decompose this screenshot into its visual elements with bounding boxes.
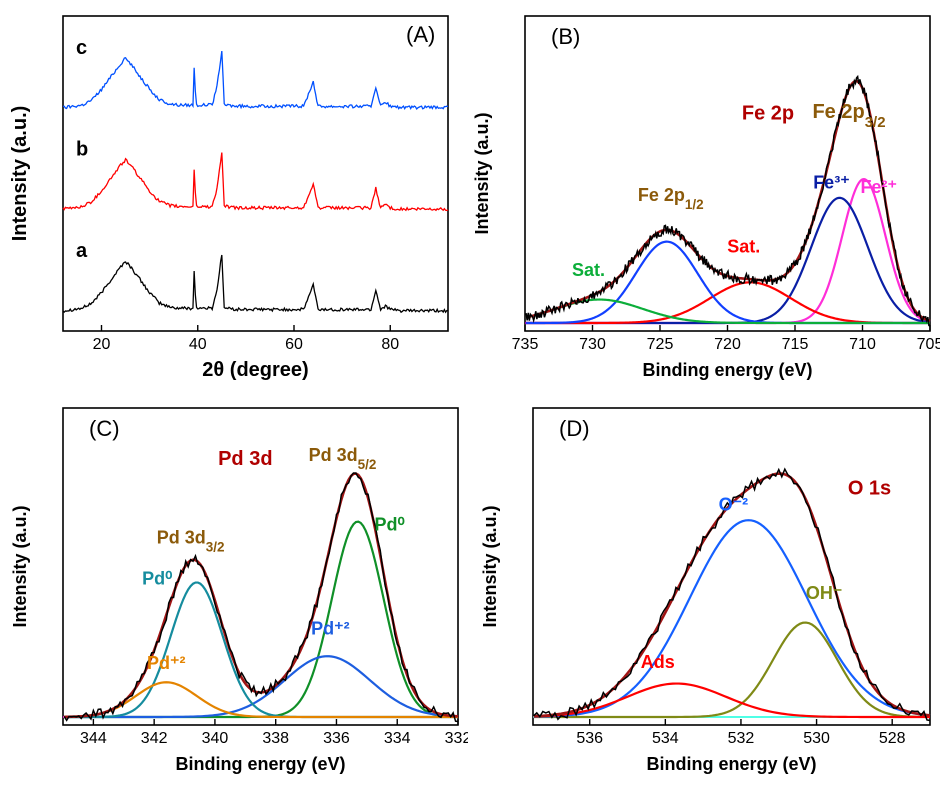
- svg-text:338: 338: [262, 730, 289, 747]
- svg-text:705: 705: [917, 336, 940, 353]
- svg-text:735: 735: [512, 336, 539, 353]
- svg-text:(B): (B): [551, 24, 580, 49]
- svg-text:20: 20: [93, 336, 111, 353]
- svg-text:Intensity (a.u.): Intensity (a.u.): [9, 106, 31, 242]
- svg-text:710: 710: [849, 336, 876, 353]
- svg-text:Ads: Ads: [641, 652, 675, 672]
- svg-text:Pd⁺²: Pd⁺²: [147, 653, 186, 673]
- svg-text:536: 536: [576, 730, 603, 747]
- figure-root: 20 40 60 80 2θ (degree) Intensity (a.u.) a b c (A…: [0, 0, 944, 785]
- svg-text:Pd⁺²: Pd⁺²: [311, 618, 350, 638]
- svg-text:(D): (D): [559, 416, 590, 441]
- svg-text:2θ (degree): 2θ (degree): [202, 359, 308, 381]
- svg-text:Fe 2p3/2: Fe 2p3/2: [812, 101, 885, 131]
- svg-text:Intensity (a.u.): Intensity (a.u.): [472, 112, 492, 234]
- svg-text:a: a: [76, 240, 88, 262]
- svg-text:OH⁻: OH⁻: [806, 583, 843, 603]
- svg-text:Fe³⁺: Fe³⁺: [813, 172, 850, 192]
- svg-text:Binding energy (eV): Binding energy (eV): [646, 754, 816, 774]
- svg-text:Binding energy (eV): Binding energy (eV): [175, 754, 345, 774]
- svg-text:60: 60: [285, 336, 303, 353]
- svg-text:Sat.: Sat.: [572, 260, 605, 280]
- svg-text:Intensity (a.u.): Intensity (a.u.): [10, 505, 30, 627]
- svg-text:(A): (A): [406, 22, 435, 47]
- svg-text:Binding energy (eV): Binding energy (eV): [642, 360, 812, 380]
- svg-text:334: 334: [384, 730, 411, 747]
- svg-text:Fe 2p: Fe 2p: [742, 103, 794, 125]
- svg-text:725: 725: [647, 336, 674, 353]
- svg-text:Fe²⁺: Fe²⁺: [860, 177, 897, 197]
- svg-text:332: 332: [445, 730, 468, 747]
- svg-text:c: c: [76, 37, 87, 59]
- svg-text:O 1s: O 1s: [848, 478, 891, 500]
- svg-text:530: 530: [803, 730, 830, 747]
- panel-a: 20 40 60 80 2θ (degree) Intensity (a.u.) a b c (A…: [8, 6, 458, 386]
- svg-text:730: 730: [579, 336, 606, 353]
- svg-text:Pd 3d: Pd 3d: [218, 448, 272, 470]
- svg-text:344: 344: [80, 730, 107, 747]
- svg-text:Fe 2p1/2: Fe 2p1/2: [638, 185, 704, 212]
- svg-text:Intensity (a.u.): Intensity (a.u.): [480, 505, 500, 627]
- svg-text:Pd⁰: Pd⁰: [375, 514, 405, 534]
- svg-text:Pd 3d5/2: Pd 3d5/2: [309, 445, 377, 471]
- svg-text:b: b: [76, 138, 88, 160]
- svg-text:40: 40: [189, 336, 207, 353]
- svg-text:342: 342: [141, 730, 168, 747]
- svg-text:Sat.: Sat.: [727, 237, 760, 257]
- panel-b: 735 730 725 720 715 710 705 Binding energy (eV)…: [470, 6, 940, 386]
- svg-text:336: 336: [323, 730, 350, 747]
- panel-c: 344 342 340 338 336 334 332 Binding energy (eV)…: [8, 398, 468, 780]
- svg-text:715: 715: [782, 336, 809, 353]
- svg-text:532: 532: [728, 730, 755, 747]
- svg-text:720: 720: [714, 336, 741, 353]
- svg-text:528: 528: [879, 730, 906, 747]
- panel-d: 536 534 532 530 528 Binding energy (eV) Intens…: [478, 398, 940, 780]
- svg-text:O⁻²: O⁻²: [719, 494, 749, 514]
- svg-text:340: 340: [202, 730, 229, 747]
- svg-text:Pd⁰: Pd⁰: [142, 569, 172, 589]
- svg-text:(C): (C): [89, 416, 120, 441]
- svg-text:534: 534: [652, 730, 679, 747]
- svg-text:80: 80: [381, 336, 399, 353]
- svg-text:Pd 3d3/2: Pd 3d3/2: [157, 527, 225, 554]
